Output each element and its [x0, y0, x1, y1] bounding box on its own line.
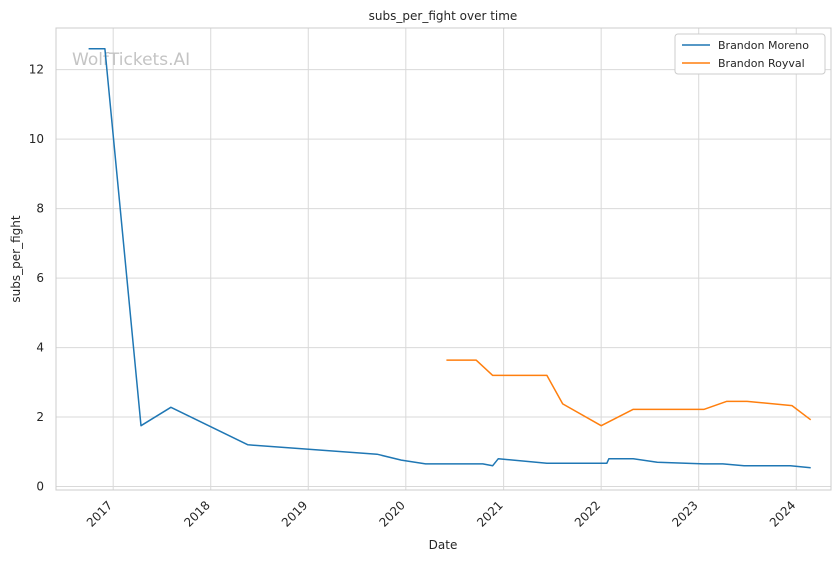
y-tick-label: 0: [36, 480, 44, 494]
series-line-brandon-moreno: [88, 48, 811, 469]
legend-box: [674, 33, 826, 75]
y-tick-label: 10: [29, 132, 44, 146]
y-tick-label: 8: [36, 202, 44, 216]
legend-label-brandon-moreno: Brandon Moreno: [718, 39, 809, 52]
y-tick-labels: 0 2 4 6 8 10 12: [29, 63, 44, 494]
grid: [56, 28, 831, 490]
plot-frame: [55, 27, 832, 491]
series-line-brandon-royval: [446, 359, 812, 427]
y-axis-label: subs_per_fight: [9, 215, 23, 302]
y-tick-label: 6: [36, 271, 44, 285]
y-tick-label: 4: [36, 341, 44, 355]
x-axis-label: Date: [429, 538, 458, 552]
watermark: WolfTickets.AI: [72, 50, 190, 70]
legend-label-brandon-royval: Brandon Royval: [718, 57, 805, 70]
legend: Brandon Moreno Brandon Royval: [674, 33, 826, 75]
chart-title: subs_per_fight over time: [369, 9, 518, 23]
series-layer: [88, 48, 812, 469]
y-tick-label: 2: [36, 410, 44, 424]
y-tick-label: 12: [29, 63, 44, 77]
